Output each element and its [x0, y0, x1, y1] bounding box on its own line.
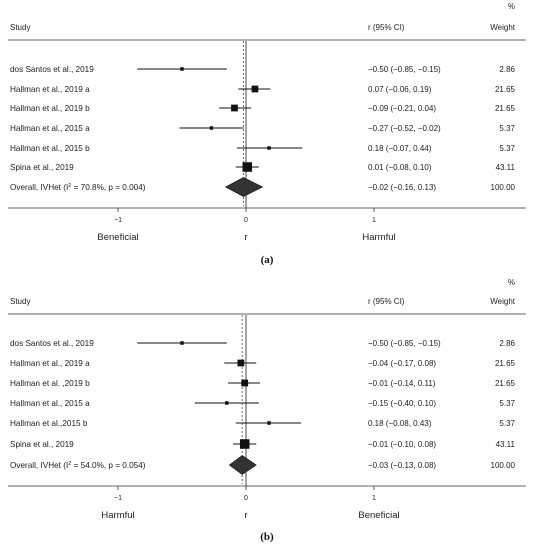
study-label: dos Santos et al., 2019 [10, 339, 94, 348]
study-weight: 2.86 [499, 65, 515, 74]
study-weight: 5.37 [499, 144, 515, 153]
study-label: Spina et al., 2019 [10, 440, 74, 449]
overall-label-post: = 54.0%, p = 0.054) [71, 461, 145, 470]
study-ci-text: 0.01 (−0.08, 0.10) [368, 163, 432, 172]
study-label: Hallman et al., 2019 a [10, 359, 90, 368]
ci-header: r (95% CI) [368, 23, 405, 32]
study-row [228, 379, 261, 387]
effect-square [251, 85, 259, 93]
overall-diamond [228, 455, 257, 475]
study-ci-text: −0.04 (−0.17, 0.08) [368, 359, 436, 368]
study-ci-text: 0.07 (−0.06, 0.19) [368, 85, 432, 94]
overall-weight: 100.00 [491, 183, 516, 192]
study-row [179, 126, 244, 130]
panel-caption: (b) [260, 531, 274, 543]
study-header: Study [10, 23, 30, 32]
right-direction-label: Harmful [362, 232, 395, 243]
overall-weight: 100.00 [491, 461, 516, 470]
study-row [235, 421, 302, 425]
effect-square [242, 162, 253, 172]
study-row [219, 104, 252, 112]
study-ci-text: −0.50 (−0.85, −0.15) [368, 339, 441, 348]
overall-diamond [224, 177, 264, 197]
study-ci-text: 0.18 (−0.07, 0.44) [368, 144, 432, 153]
ci-header: r (95% CI) [368, 297, 405, 306]
study-row [235, 162, 259, 172]
study-label: Hallman et al., 2019 a [10, 85, 90, 94]
overall-label-pre: Overall, IVHet (I [10, 461, 68, 470]
effect-square [241, 379, 249, 387]
study-label: Hallman et al., 2015 b [10, 144, 90, 153]
study-row [237, 146, 303, 150]
study-row [224, 359, 257, 367]
study-weight: 2.86 [499, 339, 515, 348]
effect-square [209, 126, 214, 130]
study-ci-text: −0.50 (−0.85, −0.15) [368, 65, 441, 74]
effect-square [267, 146, 271, 150]
weight-percent-label: % [508, 278, 515, 287]
overall-label: Overall, IVHet (I2 = 70.8%, p = 0.004) [10, 183, 146, 192]
study-label: Hallman et al., 2019 b [10, 104, 90, 113]
study-weight: 5.37 [499, 124, 515, 133]
study-weight: 43.11 [496, 163, 516, 172]
study-weight: 21.65 [495, 85, 516, 94]
overall-label-sup: 2 [68, 183, 71, 189]
x-tick-label: 1 [372, 217, 376, 224]
effect-square [231, 104, 238, 112]
study-row [194, 401, 259, 405]
effect-square [267, 421, 271, 425]
panel-caption: (a) [261, 254, 274, 266]
x-tick-label: 0 [244, 217, 248, 224]
study-header: Study [10, 297, 30, 306]
study-ci-text: 0.18 (−0.08, 0.43) [368, 419, 432, 428]
study-label: dos Santos et al., 2019 [10, 65, 94, 74]
study-label: Hallman et al. ,2019 b [10, 379, 90, 388]
study-weight: 21.65 [495, 379, 516, 388]
study-weight: 21.65 [495, 359, 516, 368]
study-weight: 5.37 [499, 419, 515, 428]
study-weight: 5.37 [499, 399, 515, 408]
weight-header: Weight [490, 23, 516, 32]
effect-square [180, 67, 184, 71]
x-axis-label: r [244, 232, 247, 243]
study-label: Spina et al., 2019 [10, 163, 74, 172]
study-label: Hallman et al.,2015 b [10, 419, 88, 428]
overall-ci-text: −0.02 (−0.16, 0.13) [368, 183, 436, 192]
study-row [233, 439, 257, 449]
study-row [238, 85, 271, 93]
study-weight: 43.11 [496, 440, 516, 449]
study-row [137, 341, 227, 345]
study-row [137, 67, 227, 71]
overall-label: Overall, IVHet (I2 = 54.0%, p = 0.054) [10, 461, 146, 470]
overall-label-post: = 70.8%, p = 0.004) [71, 183, 145, 192]
effect-square [239, 439, 250, 449]
study-weight: 21.65 [495, 104, 516, 113]
weight-percent-label: % [508, 2, 515, 11]
study-label: Hallman et al., 2015 a [10, 399, 90, 408]
overall-ci-text: −0.03 (−0.13, 0.08) [368, 461, 436, 470]
left-direction-label: Harmful [101, 510, 134, 521]
x-tick-label: −1 [114, 217, 122, 224]
right-direction-label: Beneficial [358, 510, 399, 521]
overall-label-sup: 2 [68, 461, 71, 467]
effect-square [225, 401, 229, 405]
study-ci-text: −0.27 (−0.52, −0.02) [368, 124, 441, 133]
x-tick-label: 1 [372, 495, 376, 502]
x-axis-label: r [244, 510, 247, 521]
study-ci-text: −0.01 (−0.14, 0.11) [368, 379, 436, 388]
study-ci-text: −0.09 (−0.21, 0.04) [368, 104, 436, 113]
effect-square [180, 341, 184, 345]
x-tick-label: −1 [114, 495, 122, 502]
study-label: Hallman et al., 2015 a [10, 124, 90, 133]
x-tick-label: 0 [244, 495, 248, 502]
study-ci-text: −0.01 (−0.10, 0.08) [368, 440, 436, 449]
weight-header: Weight [490, 297, 516, 306]
left-direction-label: Beneficial [97, 232, 138, 243]
effect-square [237, 359, 245, 367]
study-ci-text: −0.15 (−0.40, 0.10) [368, 399, 436, 408]
overall-label-pre: Overall, IVHet (I [10, 183, 68, 192]
